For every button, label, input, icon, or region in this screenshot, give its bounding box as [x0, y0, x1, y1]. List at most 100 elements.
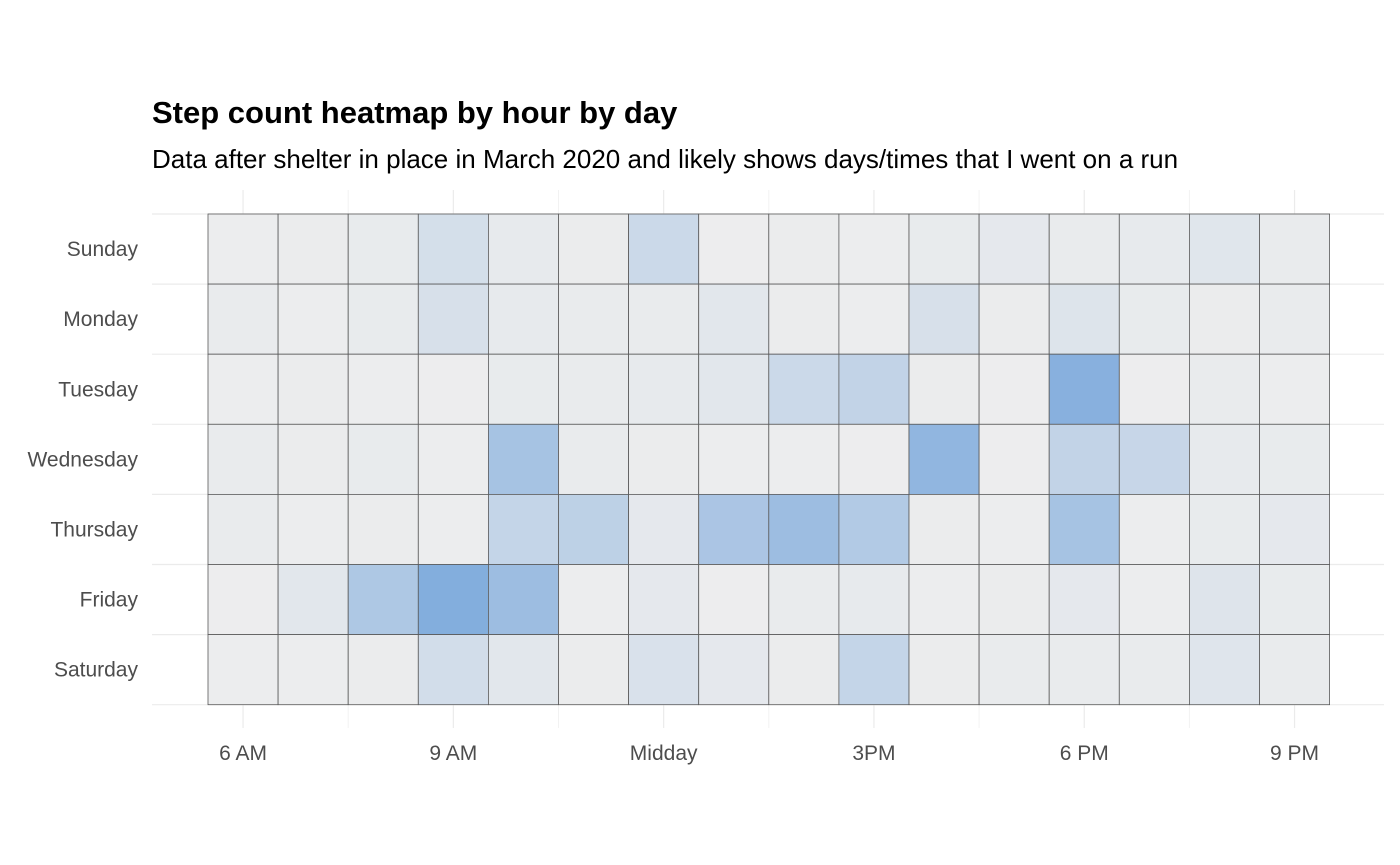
- x-tick-label: 6 AM: [219, 742, 267, 765]
- heatmap-cell-monday-6: [207, 283, 279, 355]
- y-tick-label-saturday: Saturday: [54, 659, 139, 682]
- heatmap-cell-thursday-20: [1189, 493, 1260, 565]
- y-tick-label-wednesday: Wednesday: [27, 448, 138, 471]
- heatmap-cell-friday-7: [277, 564, 349, 635]
- heatmap-cell-friday-20: [1189, 564, 1260, 635]
- heatmap-cell-tuesday-7: [277, 353, 349, 425]
- y-tick-label-monday: Monday: [63, 308, 138, 331]
- heatmap-cell-friday-11: [558, 564, 629, 635]
- heatmap-cell-thursday-19: [1118, 493, 1190, 565]
- heatmap-cell-saturday-8: [347, 634, 419, 706]
- heatmap-cell-friday-19: [1118, 564, 1190, 635]
- heatmap-cell-wednesday-16: [908, 423, 980, 495]
- heatmap-cell-tuesday-16: [908, 353, 980, 425]
- x-tick-label: 9 PM: [1270, 742, 1319, 765]
- heatmap-cells: [207, 213, 1330, 706]
- heatmap-cell-saturday-6: [207, 634, 279, 706]
- heatmap-cell-friday-15: [838, 564, 910, 635]
- heatmap-cell-tuesday-8: [347, 353, 419, 425]
- heatmap-cell-friday-6: [207, 564, 279, 635]
- heatmap-cell-wednesday-7: [277, 423, 349, 495]
- heatmap-cell-tuesday-14: [768, 353, 840, 425]
- chart-title: Step count heatmap by hour by day: [152, 95, 678, 130]
- heatmap-cell-thursday-10: [487, 493, 559, 565]
- heatmap-cell-sunday-18: [1048, 213, 1120, 285]
- y-tick-label-sunday: Sunday: [67, 238, 139, 261]
- heatmap-cell-wednesday-21: [1259, 423, 1330, 495]
- heatmap-cell-sunday-11: [558, 213, 629, 285]
- heatmap-cell-saturday-19: [1118, 634, 1190, 706]
- heatmap-cell-monday-11: [558, 283, 629, 355]
- heatmap-cell-monday-21: [1259, 283, 1330, 355]
- heatmap-cell-thursday-17: [978, 493, 1050, 565]
- heatmap-cell-wednesday-14: [768, 423, 840, 495]
- x-tick-label: 3PM: [852, 742, 895, 765]
- heatmap-cell-friday-12: [628, 564, 700, 635]
- heatmap-cell-sunday-14: [768, 213, 840, 285]
- heatmap-cell-saturday-18: [1048, 634, 1120, 706]
- y-tick-label-thursday: Thursday: [50, 518, 138, 541]
- heatmap-cell-wednesday-6: [207, 423, 279, 495]
- heatmap-cell-sunday-15: [838, 213, 910, 285]
- heatmap-cell-monday-7: [277, 283, 349, 355]
- heatmap-cell-monday-16: [908, 283, 980, 355]
- heatmap-cell-tuesday-13: [698, 353, 770, 425]
- heatmap-cell-tuesday-9: [417, 353, 489, 425]
- heatmap-cell-sunday-7: [277, 213, 349, 285]
- y-tick-label-tuesday: Tuesday: [58, 378, 138, 401]
- heatmap-cell-wednesday-10: [487, 423, 559, 495]
- heatmap-cell-sunday-17: [978, 213, 1050, 285]
- heatmap-cell-wednesday-13: [698, 423, 770, 495]
- x-tick-label: 9 AM: [429, 742, 477, 765]
- x-tick-label: 6 PM: [1060, 742, 1109, 765]
- heatmap-cell-sunday-6: [207, 213, 279, 285]
- heatmap-cell-tuesday-21: [1259, 353, 1330, 425]
- heatmap-cell-wednesday-18: [1048, 423, 1120, 495]
- heatmap-cell-saturday-16: [908, 634, 980, 706]
- heatmap-cell-saturday-20: [1189, 634, 1260, 706]
- heatmap-cell-thursday-12: [628, 493, 700, 565]
- heatmap-cell-thursday-16: [908, 493, 980, 565]
- heatmap-cell-sunday-21: [1259, 213, 1330, 285]
- heatmap-cell-wednesday-8: [347, 423, 419, 495]
- heatmap-cell-tuesday-11: [558, 353, 629, 425]
- heatmap-cell-monday-17: [978, 283, 1050, 355]
- heatmap-cell-friday-8: [347, 564, 419, 635]
- heatmap-cell-sunday-13: [698, 213, 770, 285]
- heatmap-cell-sunday-8: [347, 213, 419, 285]
- heatmap-cell-wednesday-19: [1118, 423, 1190, 495]
- heatmap-cell-wednesday-12: [628, 423, 700, 495]
- heatmap-cell-wednesday-15: [838, 423, 910, 495]
- heatmap-cell-tuesday-17: [978, 353, 1050, 425]
- heatmap-cell-monday-9: [417, 283, 489, 355]
- heatmap-cell-saturday-10: [487, 634, 559, 706]
- heatmap-cell-monday-20: [1189, 283, 1260, 355]
- y-axis-labels: Sunday Monday Tuesday Wednesday Thursday Frid…: [27, 238, 138, 682]
- heatmap-cell-tuesday-6: [207, 353, 279, 425]
- heatmap-cell-thursday-15: [838, 493, 910, 565]
- heatmap-cell-tuesday-19: [1118, 353, 1190, 425]
- heatmap-cell-saturday-14: [768, 634, 840, 706]
- heatmap-cell-saturday-12: [628, 634, 700, 706]
- heatmap-cell-thursday-8: [347, 493, 419, 565]
- heatmap-cell-monday-18: [1048, 283, 1120, 355]
- heatmap-cell-tuesday-20: [1189, 353, 1260, 425]
- heatmap-cell-tuesday-10: [487, 353, 559, 425]
- x-tick-label: Midday: [630, 742, 698, 765]
- heatmap-cell-wednesday-9: [417, 423, 489, 495]
- heatmap-cell-thursday-11: [558, 493, 629, 565]
- heatmap-cell-monday-14: [768, 283, 840, 355]
- heatmap-cell-monday-10: [487, 283, 559, 355]
- heatmap-cell-sunday-10: [487, 213, 559, 285]
- heatmap-cell-sunday-12: [628, 213, 700, 285]
- heatmap-cell-monday-13: [698, 283, 770, 355]
- heatmap-cell-tuesday-15: [838, 353, 910, 425]
- heatmap-cell-monday-12: [628, 283, 700, 355]
- heatmap-cell-monday-19: [1118, 283, 1190, 355]
- heatmap-cell-sunday-16: [908, 213, 980, 285]
- chart-subtitle: Data after shelter in place in March 202…: [152, 144, 1179, 174]
- heatmap-cell-tuesday-18: [1048, 353, 1120, 425]
- heatmap-cell-monday-15: [838, 283, 910, 355]
- heatmap-cell-saturday-15: [838, 634, 910, 706]
